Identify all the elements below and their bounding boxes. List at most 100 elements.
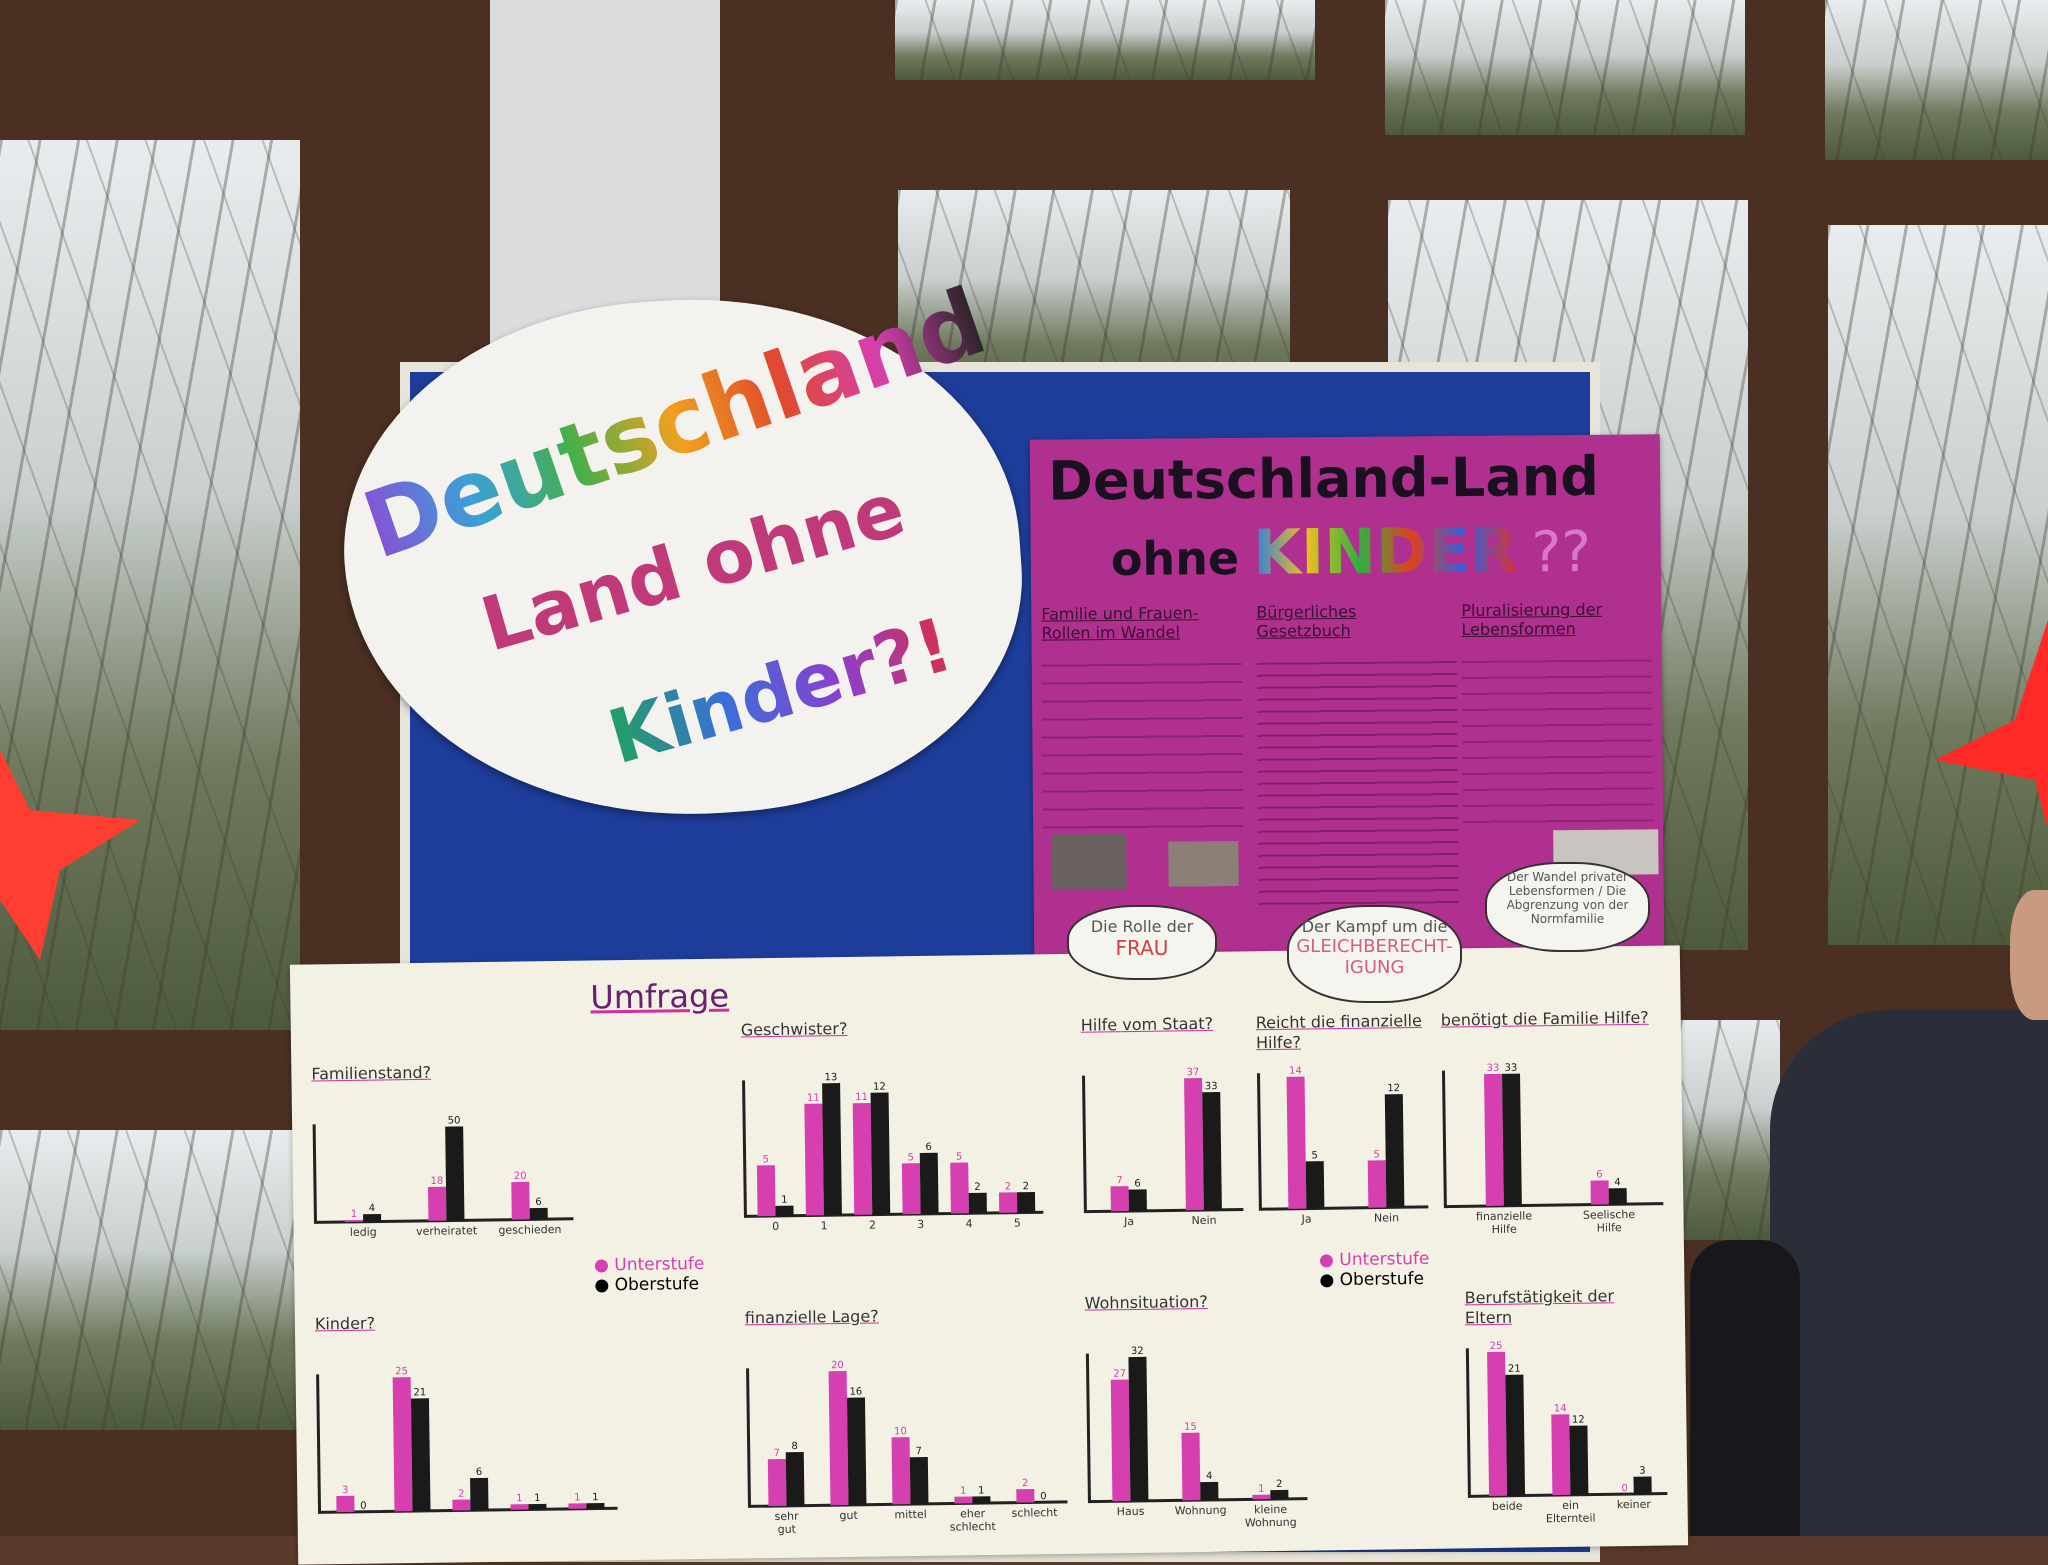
- bar-oberstufe: [1128, 1357, 1148, 1501]
- legend-label: Unterstufe: [1339, 1249, 1429, 1270]
- tick-label: 1: [820, 1219, 827, 1232]
- bar-unterstufe: [345, 1220, 363, 1222]
- cloud-wandel-lebensformen: Der Wandel privater Lebensformen / Die A…: [1485, 862, 1650, 952]
- bar-oberstufe: [1017, 1192, 1035, 1213]
- data-label: 5: [956, 1152, 963, 1163]
- window-pane: [1825, 0, 2048, 160]
- data-label: 4: [369, 1203, 376, 1214]
- data-label: 2: [1276, 1479, 1283, 1490]
- data-label: 12: [873, 1082, 886, 1093]
- bar-unterstufe: [336, 1496, 354, 1512]
- tick-label: Nein: [1374, 1211, 1399, 1224]
- bar-unterstufe: [428, 1187, 446, 1221]
- data-label: 0: [360, 1501, 367, 1512]
- bar-oberstufe: [1502, 1074, 1522, 1206]
- data-label: 1: [960, 1486, 967, 1497]
- window-pane: [1385, 0, 1745, 135]
- bar-unterstufe: [1016, 1489, 1034, 1503]
- bar-oberstufe: [786, 1452, 805, 1506]
- legend: ● Unterstufe ● Oberstufe: [1319, 1249, 1430, 1291]
- chart-title: Geschwister?: [741, 1016, 1041, 1040]
- data-label: 12: [1572, 1415, 1585, 1426]
- tick-label: 4: [965, 1217, 972, 1230]
- bar-unterstufe: [1252, 1495, 1270, 1500]
- bar-unterstufe: [1287, 1077, 1307, 1209]
- data-label: 1: [592, 1492, 599, 1503]
- window-pane: [0, 1130, 310, 1430]
- data-label: 4: [1614, 1177, 1621, 1188]
- photo: [1051, 834, 1126, 890]
- chart-axis: [318, 1370, 618, 1512]
- bar-oberstufe: [920, 1153, 939, 1214]
- tick-label: ledig: [350, 1226, 377, 1239]
- bar-unterstufe: [1182, 1433, 1201, 1501]
- bar-oberstufe: [871, 1093, 891, 1215]
- column-heading: Bürgerliches Gesetzbuch: [1256, 601, 1451, 641]
- survey-title: Umfrage: [590, 977, 729, 1017]
- bubble-title-line3: Kinder?!: [600, 602, 962, 782]
- data-label: 15: [1184, 1422, 1197, 1433]
- tick-label: einElternteil: [1546, 1499, 1596, 1526]
- data-label: 7: [915, 1446, 922, 1457]
- bar-oberstufe: [910, 1457, 929, 1504]
- data-label: 1: [978, 1485, 985, 1496]
- data-label: 2: [458, 1489, 465, 1500]
- text-block: [1462, 659, 1653, 826]
- data-label: 3: [1639, 1466, 1646, 1477]
- tick-label: Wohnung: [1175, 1504, 1227, 1518]
- person: [1770, 1010, 2048, 1536]
- tick-label: mittel: [894, 1508, 926, 1521]
- legend-item: ● Oberstufe: [1319, 1269, 1430, 1291]
- bar-unterstufe: [1111, 1186, 1129, 1211]
- pink-poster-title-ohne: ohne: [1111, 531, 1240, 586]
- bar-oberstufe: [470, 1478, 488, 1510]
- data-label: 6: [925, 1142, 932, 1153]
- data-label: 5: [763, 1154, 770, 1165]
- data-label: 5: [1373, 1149, 1380, 1160]
- column-heading: Pluralisierung der Lebensformen: [1461, 599, 1651, 639]
- data-label: 18: [430, 1176, 443, 1187]
- data-label: 11: [855, 1092, 868, 1103]
- bar-unterstufe: [853, 1103, 873, 1215]
- bar-unterstufe: [1111, 1380, 1131, 1502]
- data-label: 1: [1258, 1484, 1265, 1495]
- bar-unterstufe: [829, 1371, 849, 1505]
- cloud-text: Der Wandel privater Lebensformen / Die A…: [1493, 870, 1642, 926]
- tick-label: 5: [1014, 1217, 1021, 1230]
- chart-title: Berufstätigkeit der Eltern: [1465, 1286, 1666, 1329]
- legend-swatch: ●: [1319, 1250, 1334, 1270]
- bar-oberstufe: [1306, 1161, 1325, 1208]
- data-label: 7: [1116, 1175, 1123, 1186]
- bar-oberstufe: [1270, 1490, 1288, 1499]
- data-label: 2: [1005, 1181, 1012, 1192]
- data-label: 2: [974, 1182, 981, 1193]
- person-head: [2010, 890, 2048, 1020]
- data-label: 2: [1023, 1181, 1030, 1192]
- data-label: 25: [395, 1366, 408, 1377]
- bar-oberstufe: [775, 1206, 793, 1216]
- cloud-gleichberechtigung: Der Kampf um die GLEICHBERECHT-IGUNG: [1287, 905, 1462, 1003]
- bar-unterstufe: [393, 1377, 413, 1511]
- survey-poster: Umfrage ● Unterstufe ● Oberstufe ● Unter…: [290, 945, 1688, 1564]
- tick-label: Ja: [1123, 1215, 1134, 1228]
- data-label: 7: [773, 1448, 780, 1459]
- bar-unterstufe: [510, 1504, 528, 1510]
- pink-poster-title-marks: ??: [1531, 520, 1591, 586]
- data-label: 12: [1387, 1083, 1400, 1094]
- chart-axis: [1443, 1068, 1663, 1207]
- cloud-text: Der Kampf um die: [1289, 917, 1460, 936]
- chart-title: Hilfe vom Staat?: [1081, 1013, 1241, 1035]
- tick-label: 0: [772, 1220, 779, 1233]
- chart-title: Reicht die finanzielle Hilfe?: [1256, 1011, 1427, 1053]
- data-label: 6: [476, 1467, 483, 1478]
- tick-label: Ja: [1300, 1212, 1311, 1225]
- bar-oberstufe: [1202, 1092, 1222, 1210]
- legend: ● Unterstufe ● Oberstufe: [594, 1254, 705, 1296]
- data-label: 2: [1022, 1478, 1029, 1489]
- data-label: 20: [514, 1171, 527, 1182]
- tick-label: keiner: [1617, 1498, 1652, 1511]
- bar-unterstufe: [1484, 1074, 1504, 1206]
